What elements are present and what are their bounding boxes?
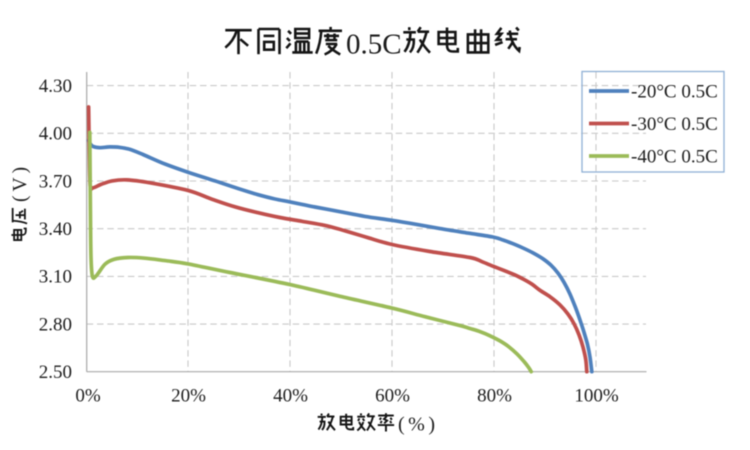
- svg-text:40%: 40%: [273, 386, 308, 407]
- svg-text:(V): (V): [10, 163, 31, 202]
- svg-text:-30°C 0.5C: -30°C 0.5C: [631, 114, 718, 135]
- svg-text:80%: 80%: [477, 386, 512, 407]
- svg-text:0.5C: 0.5C: [346, 28, 402, 60]
- svg-text:2.50: 2.50: [39, 362, 72, 383]
- svg-text:(%): (%): [398, 414, 438, 436]
- svg-text:60%: 60%: [375, 386, 410, 407]
- svg-text:3.10: 3.10: [39, 267, 72, 288]
- svg-text:0%: 0%: [75, 386, 101, 407]
- svg-text:3.70: 3.70: [39, 171, 72, 192]
- svg-text:4.30: 4.30: [39, 76, 72, 97]
- svg-text:20%: 20%: [171, 386, 206, 407]
- svg-text:-40°C 0.5C: -40°C 0.5C: [631, 146, 718, 167]
- svg-text:4.00: 4.00: [39, 124, 72, 145]
- svg-text:2.80: 2.80: [39, 314, 72, 335]
- svg-text:100%: 100%: [574, 386, 619, 407]
- svg-text:-20°C 0.5C: -20°C 0.5C: [631, 81, 718, 102]
- svg-text:3.40: 3.40: [39, 219, 72, 240]
